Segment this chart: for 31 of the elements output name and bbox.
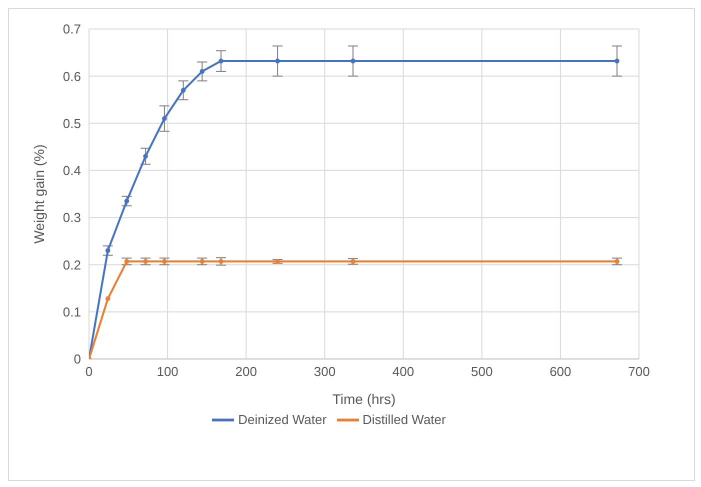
y-tick-label: 0 (74, 352, 81, 367)
point (218, 58, 224, 64)
y-tick-label: 0.7 (62, 22, 81, 37)
point (275, 58, 280, 64)
x-tick-label: 300 (314, 364, 336, 380)
x-axis-title: Time (hrs) (332, 391, 396, 407)
legend-label: Distilled Water (362, 412, 446, 428)
point (105, 296, 110, 302)
x-tick-label: 400 (392, 364, 414, 380)
y-axis-title: Weight gain (%) (30, 144, 47, 244)
y-tick-label: 0.5 (62, 116, 81, 131)
point (350, 58, 356, 64)
y-tick-label: 0.4 (62, 163, 81, 178)
point (180, 88, 186, 93)
x-tick-label: 500 (471, 364, 493, 380)
x-tick-label: 200 (235, 364, 257, 380)
point (143, 154, 148, 159)
point (614, 58, 620, 64)
point (124, 198, 130, 204)
y-tick-label: 0.6 (62, 68, 81, 84)
x-tick-label: 600 (550, 364, 572, 380)
x-tick-label: 0 (85, 364, 93, 380)
point (162, 116, 167, 121)
legend-label: Deinized Water (238, 412, 327, 428)
point (105, 248, 110, 253)
y-tick-label: 0.2 (62, 257, 81, 272)
y-tick-label: 0.3 (62, 210, 81, 226)
y-tick-label: 0.1 (62, 304, 81, 320)
x-tick-label: 700 (628, 364, 650, 380)
x-tick-label: 100 (156, 364, 178, 380)
point (200, 69, 205, 74)
